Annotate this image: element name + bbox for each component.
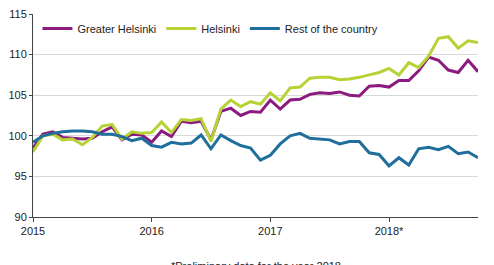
svg-text:2017: 2017 [258, 225, 282, 237]
svg-text:100: 100 [8, 130, 26, 142]
svg-text:110: 110 [9, 48, 27, 60]
svg-text:Greater Helsinki: Greater Helsinki [77, 23, 156, 35]
svg-text:115: 115 [9, 8, 27, 20]
svg-text:2016: 2016 [139, 225, 163, 237]
svg-text:90: 90 [15, 211, 27, 223]
svg-text:2018*: 2018* [375, 225, 404, 237]
svg-text:2015: 2015 [21, 225, 45, 237]
svg-text:95: 95 [15, 170, 27, 182]
svg-text:105: 105 [8, 89, 26, 101]
svg-text:Rest of the country: Rest of the country [285, 23, 378, 35]
svg-text:Helsinki: Helsinki [201, 23, 240, 35]
svg-text:*Preliminary data for the year: *Preliminary data for the year 2018 [171, 260, 341, 265]
